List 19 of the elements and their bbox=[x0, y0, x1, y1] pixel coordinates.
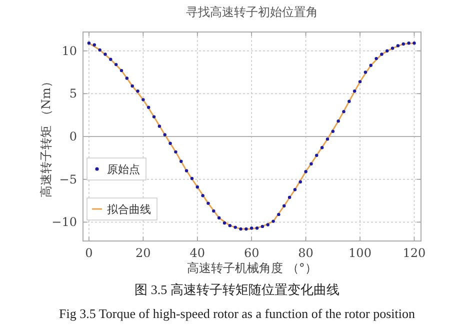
x-tick-label: 100 bbox=[348, 246, 372, 260]
y-tick-label: −5 bbox=[59, 172, 77, 186]
y-tick-label: 10 bbox=[62, 44, 77, 58]
x-tick-label: 20 bbox=[136, 246, 151, 260]
x-tick-label: 120 bbox=[402, 246, 426, 260]
x-tick-label: 0 bbox=[85, 246, 93, 260]
x-tick-label: 80 bbox=[298, 246, 314, 260]
y-tick-label: 0 bbox=[69, 130, 77, 144]
x-axis-title: 高速转子机械角度 （°） bbox=[187, 261, 317, 275]
y-tick-label: −10 bbox=[52, 215, 77, 230]
legend-label: 拟合曲线 bbox=[107, 203, 151, 216]
caption: Fig 3.5 Torque of high-speed rotor as a function of the rotor position bbox=[59, 306, 416, 321]
legend-label: 原始点 bbox=[107, 163, 140, 176]
y-tick-label: 5 bbox=[69, 86, 77, 101]
y-axis-title: 高速转子转矩 （Nm） bbox=[39, 76, 53, 198]
caption: 图 3.5 高速转子转矩随位置变化曲线 bbox=[134, 282, 340, 297]
x-tick-label: 40 bbox=[190, 246, 206, 260]
chart-title: 寻找高速转子初始位置角 bbox=[186, 5, 318, 19]
x-tick-label: 60 bbox=[244, 246, 260, 260]
